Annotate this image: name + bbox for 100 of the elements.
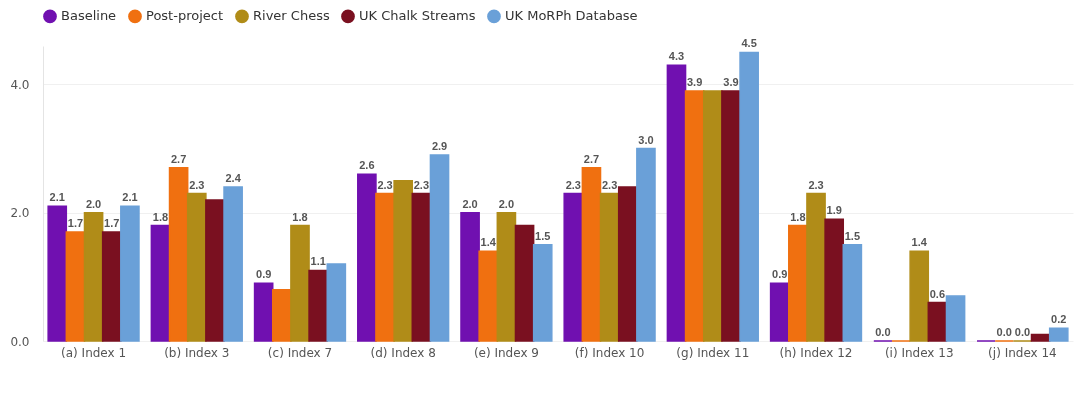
bar bbox=[909, 250, 930, 342]
y-tick-label: 0.0 bbox=[10, 334, 30, 349]
data-label: 1.7 bbox=[104, 216, 120, 229]
bar bbox=[945, 295, 966, 342]
bar bbox=[290, 224, 310, 342]
data-label: 2.3 bbox=[601, 178, 618, 191]
data-label: 2.7 bbox=[170, 152, 187, 165]
data-label: 2.3 bbox=[413, 178, 429, 191]
data-label: 2.3 bbox=[189, 178, 205, 191]
data-label: 1.8 bbox=[152, 210, 169, 223]
bar bbox=[47, 205, 68, 342]
bar bbox=[532, 244, 553, 342]
legend-label: UK Chalk Streams bbox=[359, 8, 476, 24]
bar bbox=[326, 263, 347, 342]
bar bbox=[186, 192, 207, 342]
bar bbox=[478, 250, 499, 342]
bar bbox=[375, 192, 395, 342]
x-tick-label: (g) Index 11 bbox=[676, 345, 750, 360]
x-tick-label: (i) Index 13 bbox=[884, 345, 954, 360]
bar bbox=[253, 282, 274, 342]
x-tick-label: (c) Index 7 bbox=[267, 345, 333, 360]
data-label: 3.9 bbox=[723, 75, 739, 88]
bar bbox=[617, 186, 638, 342]
bar bbox=[806, 192, 826, 342]
x-tick-label: (e) Index 9 bbox=[473, 345, 539, 360]
bar bbox=[271, 288, 292, 342]
bar bbox=[411, 192, 432, 342]
bar bbox=[357, 173, 377, 342]
data-label: 0.9 bbox=[772, 268, 788, 281]
data-label: 0.2 bbox=[1051, 313, 1067, 326]
data-label: 2.3 bbox=[808, 178, 824, 191]
bar bbox=[1048, 327, 1069, 342]
bar bbox=[721, 90, 741, 342]
legend-label: UK MoRPh Database bbox=[505, 8, 638, 24]
bar bbox=[205, 199, 225, 342]
bar bbox=[666, 64, 687, 342]
x-tick-label: (a) Index 1 bbox=[61, 345, 127, 360]
data-label: 1.8 bbox=[790, 210, 806, 223]
bar bbox=[460, 211, 480, 342]
bar bbox=[393, 179, 414, 342]
data-label: 2.3 bbox=[565, 178, 581, 191]
x-tick-label: (d) Index 8 bbox=[370, 345, 436, 360]
data-label: 1.1 bbox=[310, 255, 326, 268]
data-label: 4.5 bbox=[741, 37, 757, 50]
data-label: 2.0 bbox=[498, 197, 515, 210]
data-label: 3.0 bbox=[638, 133, 654, 146]
bar bbox=[599, 192, 620, 342]
data-label: 1.8 bbox=[292, 210, 308, 223]
data-label: 2.0 bbox=[85, 197, 102, 210]
bar bbox=[684, 90, 705, 342]
bar bbox=[563, 192, 584, 342]
bar bbox=[223, 186, 243, 342]
data-label: 2.7 bbox=[583, 152, 600, 165]
x-tick-label: (h) Index 12 bbox=[779, 345, 853, 360]
data-label: 1.4 bbox=[911, 236, 928, 249]
x-tick-label: (f) Index 10 bbox=[574, 345, 645, 360]
bar bbox=[429, 154, 450, 342]
data-label: 2.6 bbox=[359, 159, 375, 172]
bar bbox=[101, 231, 122, 342]
bar bbox=[83, 211, 104, 342]
data-label: 2.1 bbox=[122, 191, 138, 204]
bar bbox=[788, 224, 808, 342]
data-label: 1.7 bbox=[67, 216, 84, 229]
data-label: 1.9 bbox=[826, 204, 842, 217]
bar bbox=[739, 51, 759, 342]
data-label: 2.3 bbox=[377, 178, 393, 191]
data-label: 0.6 bbox=[929, 287, 946, 300]
bar bbox=[702, 90, 723, 342]
data-label: 0.0 bbox=[996, 326, 1012, 338]
data-label: 2.9 bbox=[431, 140, 448, 153]
bar bbox=[927, 301, 948, 342]
legend-label: Baseline bbox=[61, 8, 117, 24]
bar bbox=[1030, 333, 1051, 342]
x-tick-label: (j) Index 14 bbox=[988, 345, 1057, 360]
data-label: 2.0 bbox=[462, 197, 478, 210]
data-label: 1.5 bbox=[535, 229, 551, 242]
bar bbox=[769, 282, 790, 342]
bar bbox=[65, 231, 86, 342]
y-tick-label: 4.0 bbox=[10, 77, 30, 92]
data-label: 0.0 bbox=[875, 326, 891, 338]
data-label: 2.1 bbox=[49, 191, 65, 204]
legend-label: Post-project bbox=[146, 8, 224, 24]
data-label: 3.9 bbox=[687, 75, 703, 88]
bar bbox=[150, 224, 171, 342]
data-label: 4.3 bbox=[668, 50, 685, 63]
bar bbox=[308, 269, 328, 342]
bar bbox=[168, 167, 189, 342]
bar bbox=[496, 211, 517, 342]
data-label: 0.9 bbox=[256, 268, 272, 281]
bar bbox=[824, 218, 845, 342]
bar bbox=[581, 167, 602, 342]
x-tick-label: (b) Index 3 bbox=[164, 345, 230, 360]
y-tick-label: 2.0 bbox=[10, 206, 30, 221]
bar bbox=[120, 205, 140, 342]
data-label: 0.0 bbox=[1014, 326, 1031, 338]
data-label: 2.4 bbox=[225, 172, 242, 185]
data-label: 1.5 bbox=[844, 229, 860, 242]
bar bbox=[514, 224, 535, 342]
bar bbox=[842, 244, 863, 342]
legend-label: River Chess bbox=[253, 8, 330, 24]
